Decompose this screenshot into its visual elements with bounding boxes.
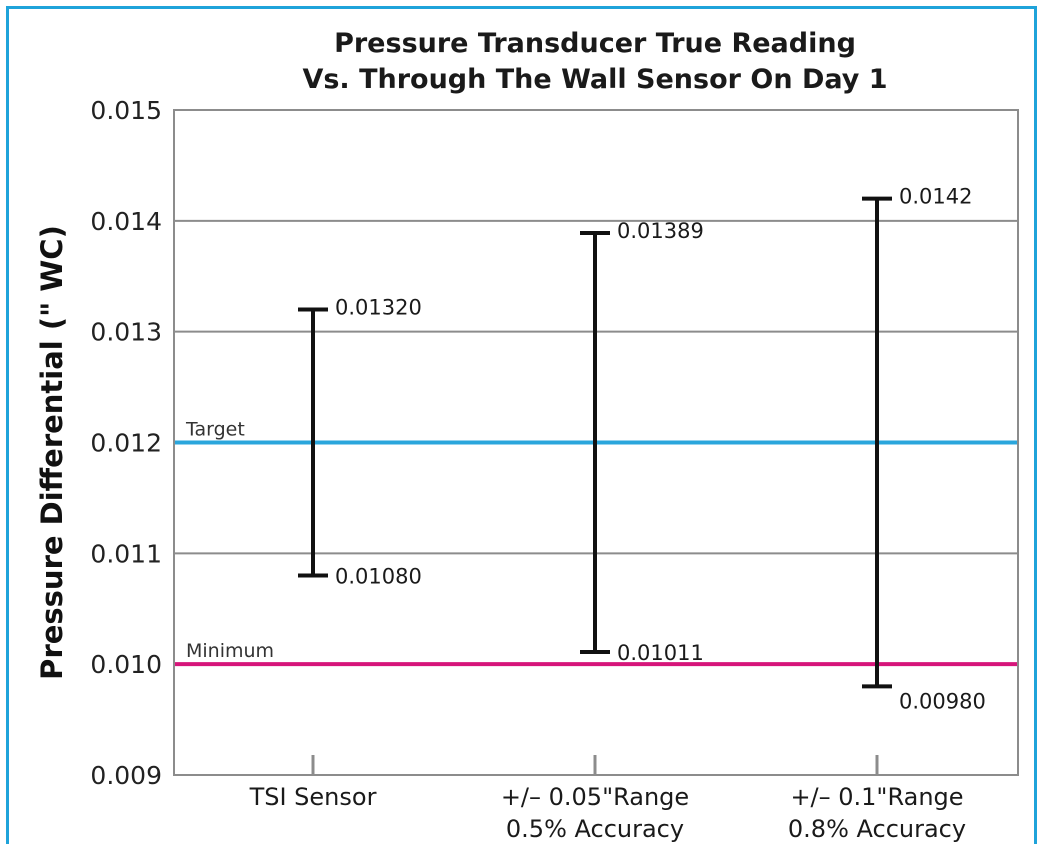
- x-category-label: +/– 0.05"Range: [501, 783, 689, 811]
- range-bar: 0.0142 0.00980: [862, 185, 986, 713]
- y-axis-ticks: 0.009 0.010 0.011 0.012 0.013 0.014 0.015: [90, 96, 162, 790]
- y-axis-label: Pressure Differential (" WC): [35, 225, 69, 680]
- high-value-label: 0.01389: [617, 219, 704, 243]
- x-category-label: +/– 0.1"Range: [790, 783, 963, 811]
- chart-title-line-2: Vs. Through The Wall Sensor On Day 1: [302, 64, 887, 95]
- x-category-label: 0.5% Accuracy: [506, 815, 684, 843]
- low-value-label: 0.01080: [335, 565, 422, 589]
- chart-frame: [6, 6, 1037, 844]
- x-category-label: 0.8% Accuracy: [788, 815, 966, 843]
- y-tick-label: 0.013: [90, 318, 162, 347]
- low-value-label: 0.01011: [617, 641, 704, 665]
- reference-label-target: Target: [185, 419, 245, 441]
- y-tick-label: 0.015: [90, 96, 162, 125]
- range-bars: 0.01320 0.01080 0.01389 0.01011 0.0142 0.0098…: [298, 185, 986, 713]
- x-axis-categories: TSI Sensor +/– 0.05"Range 0.5% Accuracy +/–…: [249, 755, 966, 843]
- reference-label-minimum: Minimum: [186, 640, 274, 662]
- y-tick-label: 0.011: [90, 539, 162, 568]
- y-tick-label: 0.012: [90, 429, 162, 458]
- y-tick-label: 0.010: [90, 650, 162, 679]
- high-value-label: 0.0142: [899, 185, 972, 209]
- chart-title: Pressure Transducer True Reading Vs. Thr…: [302, 28, 887, 95]
- chart-title-line-1: Pressure Transducer True Reading: [334, 28, 856, 59]
- range-bar: 0.01320 0.01080: [298, 296, 422, 589]
- y-tick-label: 0.014: [90, 207, 162, 236]
- y-tick-label: 0.009: [90, 761, 162, 790]
- low-value-label: 0.00980: [899, 689, 986, 713]
- range-bar: 0.01389 0.01011: [580, 219, 704, 665]
- high-value-label: 0.01320: [335, 296, 422, 320]
- x-category-label: TSI Sensor: [249, 783, 377, 811]
